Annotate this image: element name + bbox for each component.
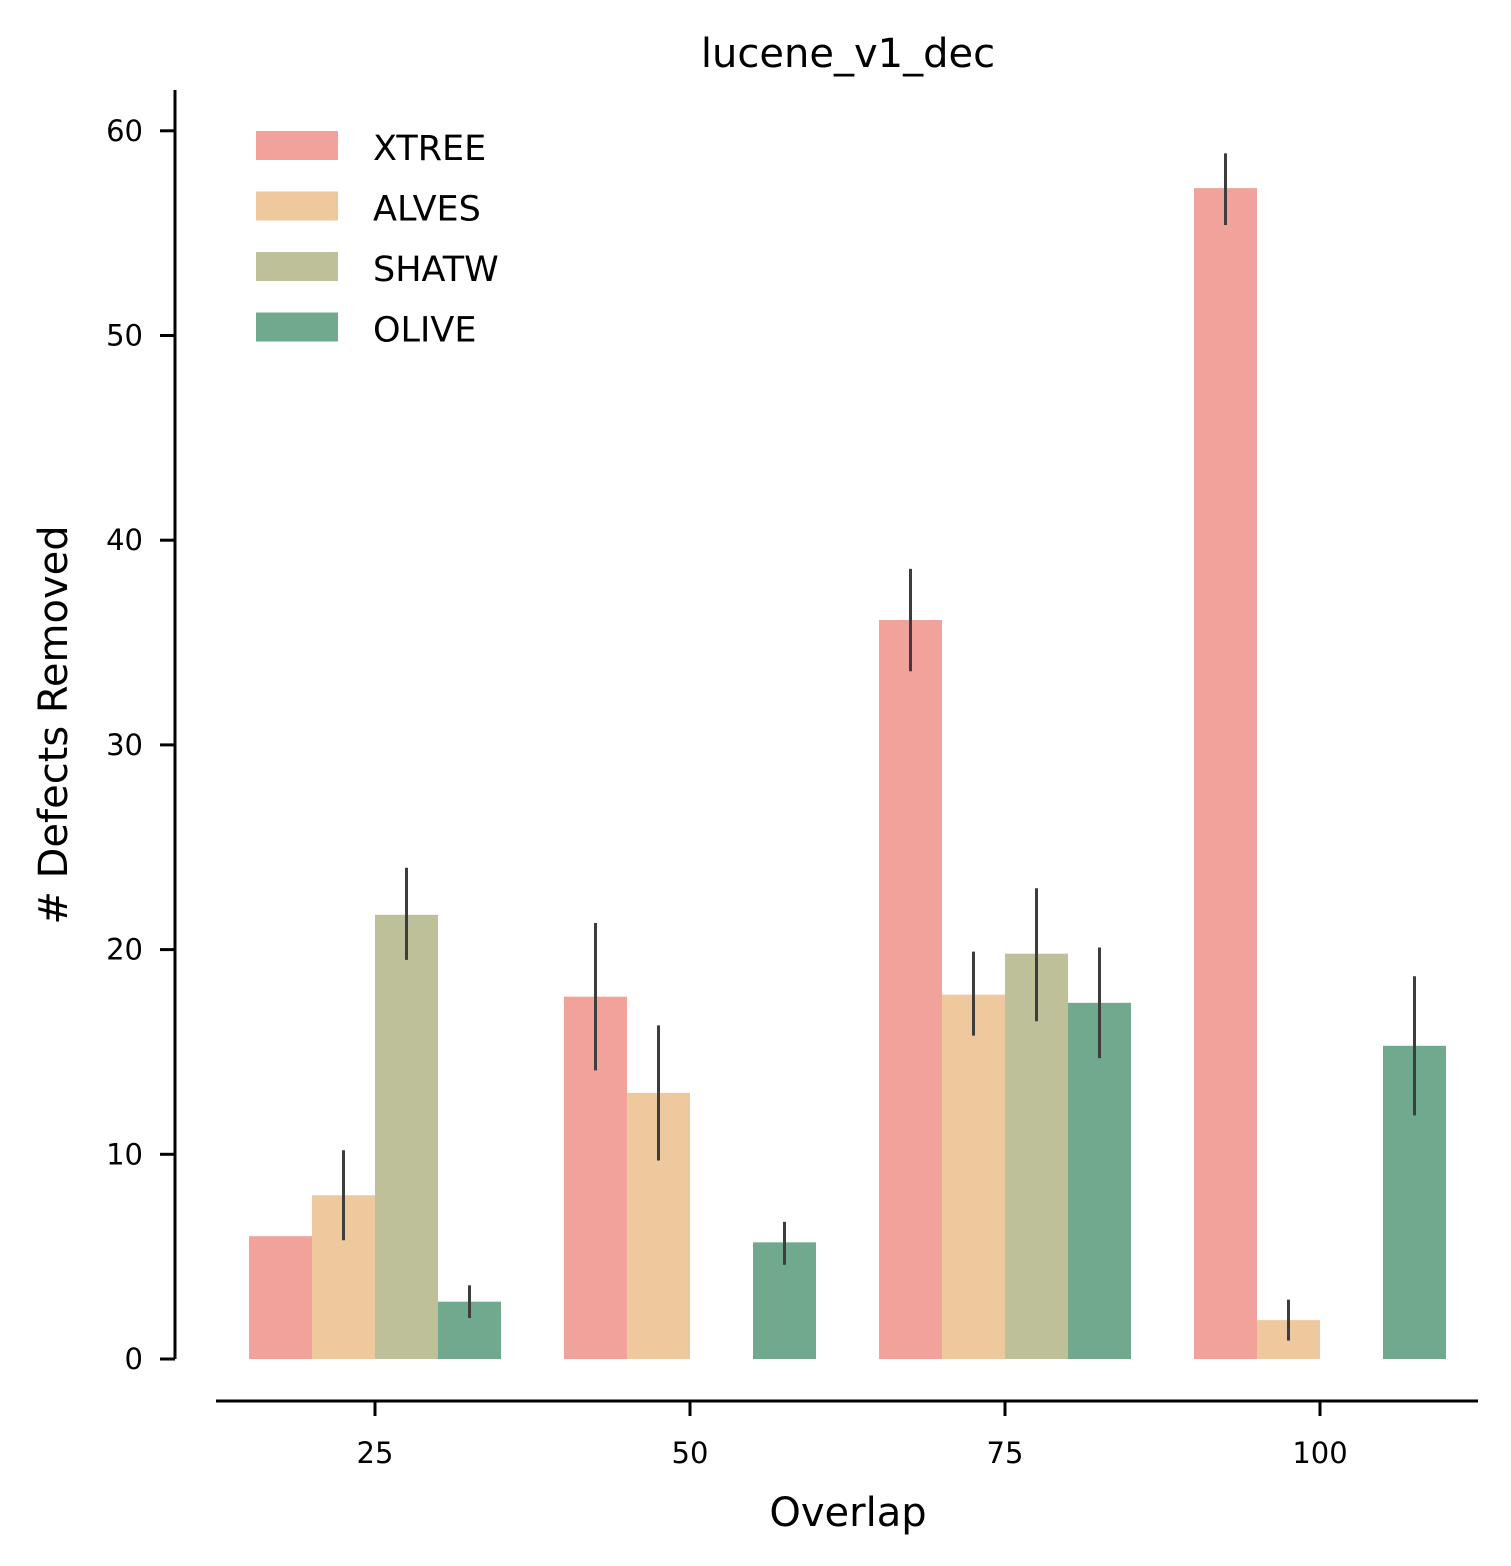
legend-swatch-shatw [256,252,338,281]
y-tick-label: 50 [106,319,143,353]
legend-swatch-xtree [256,131,338,160]
y-axis-label: # Defects Removed [31,525,77,924]
x-tick-label: 25 [357,1436,394,1470]
y-tick-label: 30 [106,728,143,762]
bar-alves-75 [942,994,1005,1359]
x-tick-label: 100 [1292,1436,1347,1470]
bar-shatw-25 [375,914,438,1359]
legend-label-xtree: XTREE [373,129,486,169]
x-axis-ticks: 25 50 75 100 [357,1401,1348,1470]
x-tick-label: 50 [672,1436,709,1470]
y-tick-label: 0 [125,1342,143,1376]
legend: XTREE ALVES SHATW OLIVE [256,129,499,351]
y-tick-label: 20 [106,933,143,967]
bar-xtree-100 [1194,188,1257,1360]
bar-xtree-25 [249,1236,312,1359]
y-tick-label: 10 [106,1137,143,1171]
bars-layer [249,188,1446,1360]
legend-swatch-alves [256,191,338,221]
y-tick-label: 40 [106,523,143,557]
bar-olive-75 [1068,1002,1131,1359]
x-axis-label: Overlap [769,1490,926,1536]
error-bars-layer [342,153,1416,1341]
chart-title: lucene_v1_dec [701,31,995,77]
bar-xtree-75 [879,620,942,1359]
y-axis-ticks: 0 10 20 30 40 50 60 [106,114,175,1376]
y-tick-label: 60 [106,114,143,148]
x-tick-label: 75 [987,1436,1024,1470]
legend-label-alves: ALVES [373,190,481,230]
legend-swatch-olive [256,312,338,342]
legend-label-olive: OLIVE [373,311,476,351]
legend-label-shatw: SHATW [373,250,499,290]
